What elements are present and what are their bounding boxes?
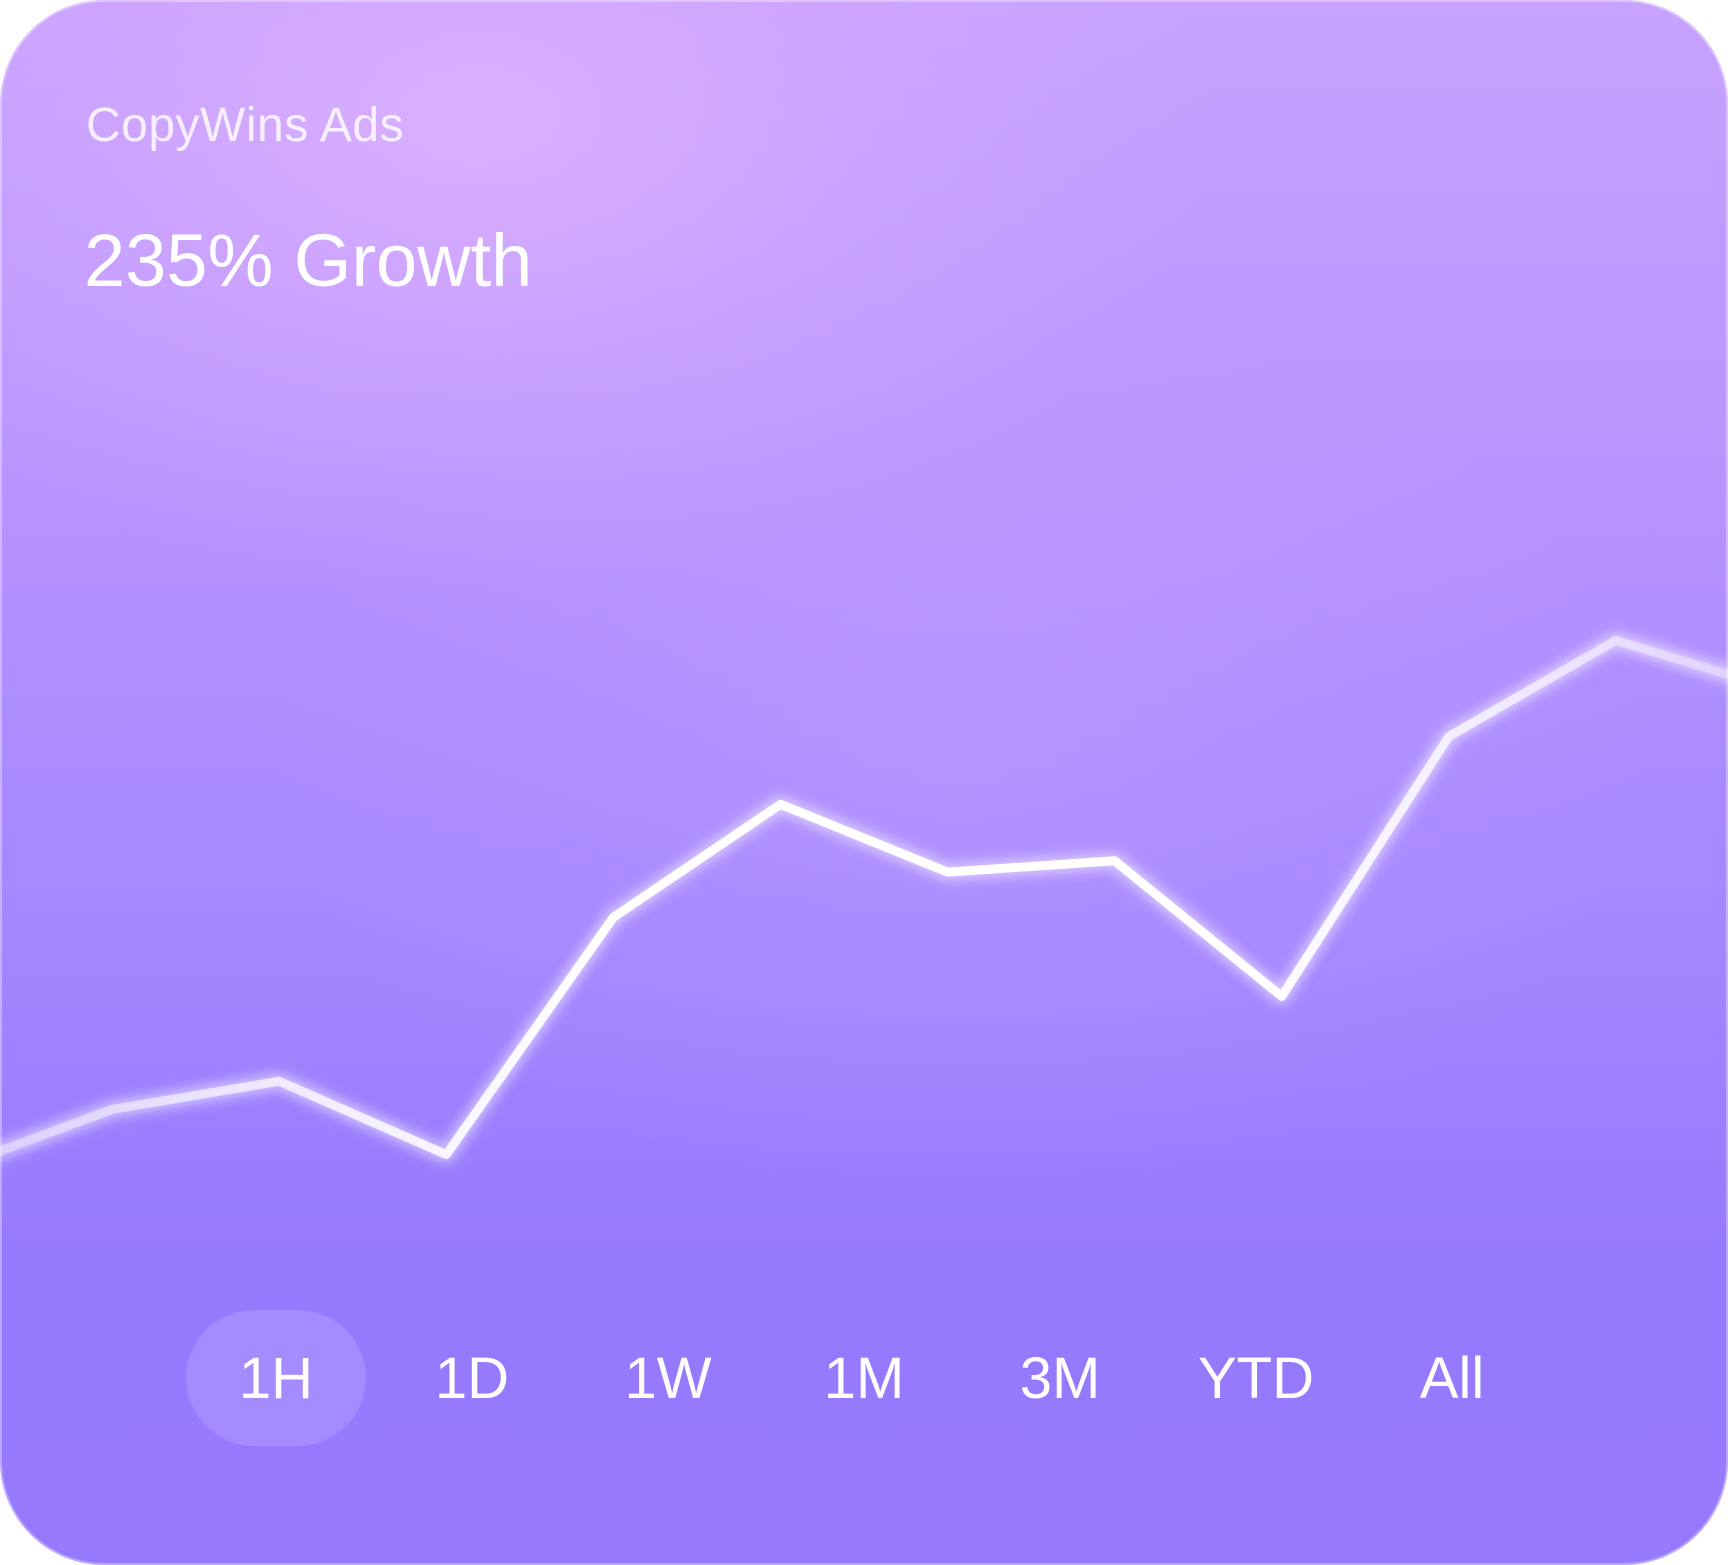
range-1w-button[interactable]: 1W <box>578 1310 758 1446</box>
range-1d-button[interactable]: 1D <box>382 1310 562 1446</box>
brand-label: CopyWins Ads <box>86 99 405 152</box>
growth-headline: 235% Growth <box>84 219 533 302</box>
range-all-button[interactable]: All <box>1362 1310 1542 1446</box>
range-3m-button[interactable]: 3M <box>970 1310 1150 1446</box>
series-line <box>0 635 1728 1160</box>
range-1m-button[interactable]: 1M <box>774 1310 954 1446</box>
series-line-glow <box>0 632 1728 1163</box>
time-range-selector: 1H 1D 1W 1M 3M YTD All <box>186 1310 1558 1446</box>
range-ytd-button[interactable]: YTD <box>1166 1310 1346 1446</box>
background-glow <box>260 300 1660 1200</box>
range-1h-button[interactable]: 1H <box>186 1310 366 1446</box>
series-group <box>0 632 1728 1163</box>
